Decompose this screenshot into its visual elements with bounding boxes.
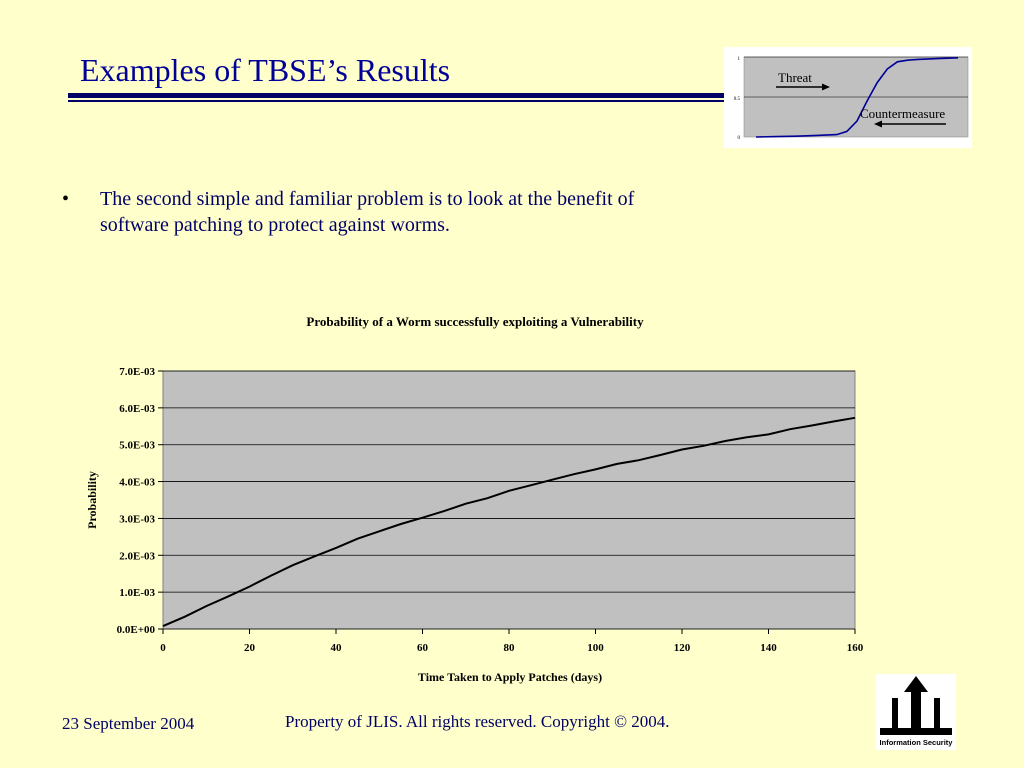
y-tick-label: 6.0E-03 xyxy=(119,403,155,415)
y-tick-label: 7.0E-03 xyxy=(119,366,155,378)
logo-arrow-head xyxy=(904,676,928,728)
y-tick-label: 2.0E-03 xyxy=(119,550,155,562)
worm-probability-chart: Probability of a Worm successfully explo… xyxy=(85,314,864,684)
countermeasure-arrowhead xyxy=(874,120,882,128)
y-tick-label: 3.0E-03 xyxy=(119,513,155,525)
logo-base xyxy=(880,728,952,735)
mini-y-tick-label: 1 xyxy=(738,57,741,62)
mini-series-line xyxy=(755,57,959,138)
x-tick-label: 140 xyxy=(760,642,777,654)
logo-right-bar xyxy=(934,698,940,732)
y-tick-label: 0.0E+00 xyxy=(117,624,156,636)
mini-y-tick-label: 0 xyxy=(738,136,741,141)
x-tick-label: 120 xyxy=(674,642,691,654)
y-axis-label: Probability xyxy=(85,471,99,529)
x-tick-label: 0 xyxy=(160,642,166,654)
information-security-logo: Information Security xyxy=(876,674,956,750)
logo-left-bar xyxy=(892,698,898,732)
threat-arrowhead xyxy=(822,83,830,91)
x-tick-label: 20 xyxy=(244,642,256,654)
footer-copyright: Property of JLIS. All rights reserved. C… xyxy=(285,712,670,731)
mini-y-tick-label: 0.5 xyxy=(734,97,741,102)
series-line xyxy=(162,416,856,628)
x-tick-label: 40 xyxy=(331,642,343,654)
x-axis-label: Time Taken to Apply Patches (days) xyxy=(418,670,602,684)
x-tick-label: 100 xyxy=(587,642,604,654)
threat-countermeasure-chart: 1 0.5 0 Threat Countermeasure xyxy=(724,47,972,148)
chart-title: Probability of a Worm successfully explo… xyxy=(306,314,644,329)
footer-date: 23 September 2004 xyxy=(62,714,195,733)
countermeasure-label: Countermeasure xyxy=(860,106,945,121)
y-tick-label: 1.0E-03 xyxy=(119,587,155,599)
threat-label: Threat xyxy=(778,70,812,85)
slide-title: Examples of TBSE’s Results xyxy=(80,52,451,88)
plot-area xyxy=(162,370,856,630)
logo-caption: Information Security xyxy=(880,738,954,747)
y-tick-label: 5.0E-03 xyxy=(119,440,155,452)
x-tick-label: 60 xyxy=(417,642,429,654)
title-underline-thick xyxy=(68,93,730,98)
x-tick-label: 80 xyxy=(504,642,516,654)
bullet-text: The second simple and familiar problem i… xyxy=(100,188,635,236)
bullet-marker: • xyxy=(62,188,70,210)
x-tick-label: 160 xyxy=(847,642,864,654)
y-tick-label: 4.0E-03 xyxy=(119,477,155,489)
title-underline-thin xyxy=(68,100,730,102)
